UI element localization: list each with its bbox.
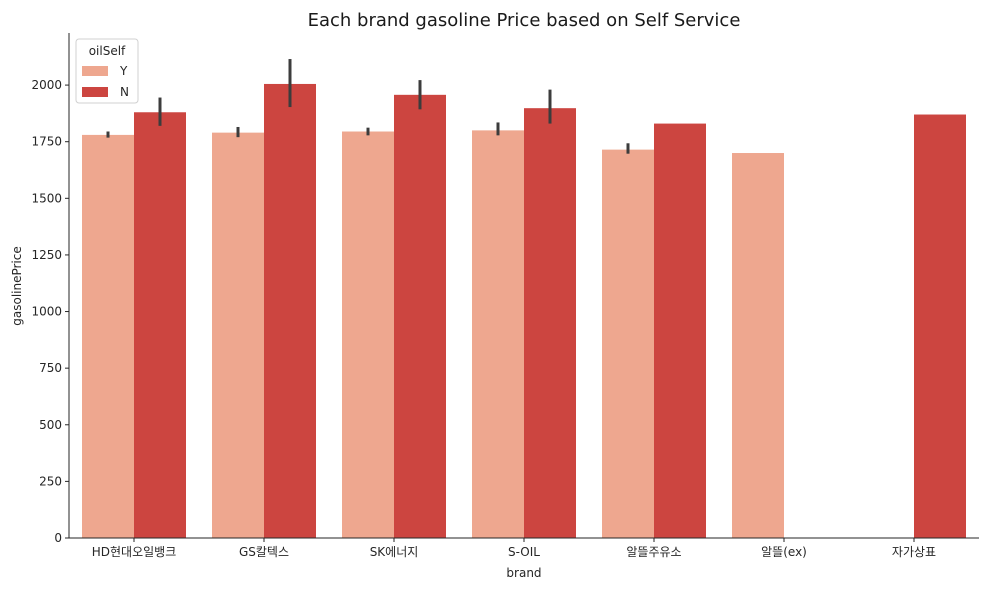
x-tick-label: GS칼텍스 xyxy=(239,545,289,559)
x-tick-label: 자가상표 xyxy=(892,545,936,559)
bar-y-1 xyxy=(212,132,264,539)
plot-area: 0 250 500 750 1000 1250 1500 1750 2000 HD현대오일뱅크 GS… xyxy=(31,33,979,559)
x-tick-label: HD현대오일뱅크 xyxy=(92,545,177,559)
y-tick-label: 500 xyxy=(39,418,62,432)
y-tick-label: 250 xyxy=(39,474,62,488)
bar-y-5 xyxy=(732,153,784,539)
bar-y-0 xyxy=(82,134,134,538)
legend-label-y: Y xyxy=(119,64,128,78)
bar-n-2 xyxy=(394,94,446,538)
bar-y-2 xyxy=(342,131,394,538)
x-axis-label: brand xyxy=(506,566,541,580)
x-tick-label: SK에너지 xyxy=(370,545,419,559)
bar-n-4 xyxy=(654,123,706,539)
bar-n-0 xyxy=(134,112,186,539)
x-tick-label: 알뜰(ex) xyxy=(761,545,807,559)
y-tick-label: 1750 xyxy=(31,135,62,149)
y-tick-label: 1500 xyxy=(31,191,62,205)
legend-swatch-y xyxy=(82,66,108,76)
legend-title: oilSelf xyxy=(89,44,126,58)
legend-label-n: N xyxy=(120,85,129,99)
bar-n-1 xyxy=(264,83,316,538)
x-tick-label: 알뜰주유소 xyxy=(626,545,681,559)
y-tick-label: 1250 xyxy=(31,248,62,262)
bar-y-3 xyxy=(472,130,524,538)
chart-title: Each brand gasoline Price based on Self … xyxy=(308,10,741,31)
bar-y-4 xyxy=(602,149,654,539)
y-tick-label: 750 xyxy=(39,361,62,375)
bar-n-6 xyxy=(914,114,966,539)
y-tick-label: 1000 xyxy=(31,305,62,319)
y-axis-label: gasolinePrice xyxy=(10,246,24,326)
y-tick-label: 2000 xyxy=(31,78,62,92)
y-tick-label: 0 xyxy=(54,531,62,545)
legend: oilSelf YN xyxy=(75,38,139,104)
legend-swatch-n xyxy=(82,87,108,97)
bar-n-3 xyxy=(524,108,576,539)
x-tick-label: S-OIL xyxy=(508,545,540,559)
